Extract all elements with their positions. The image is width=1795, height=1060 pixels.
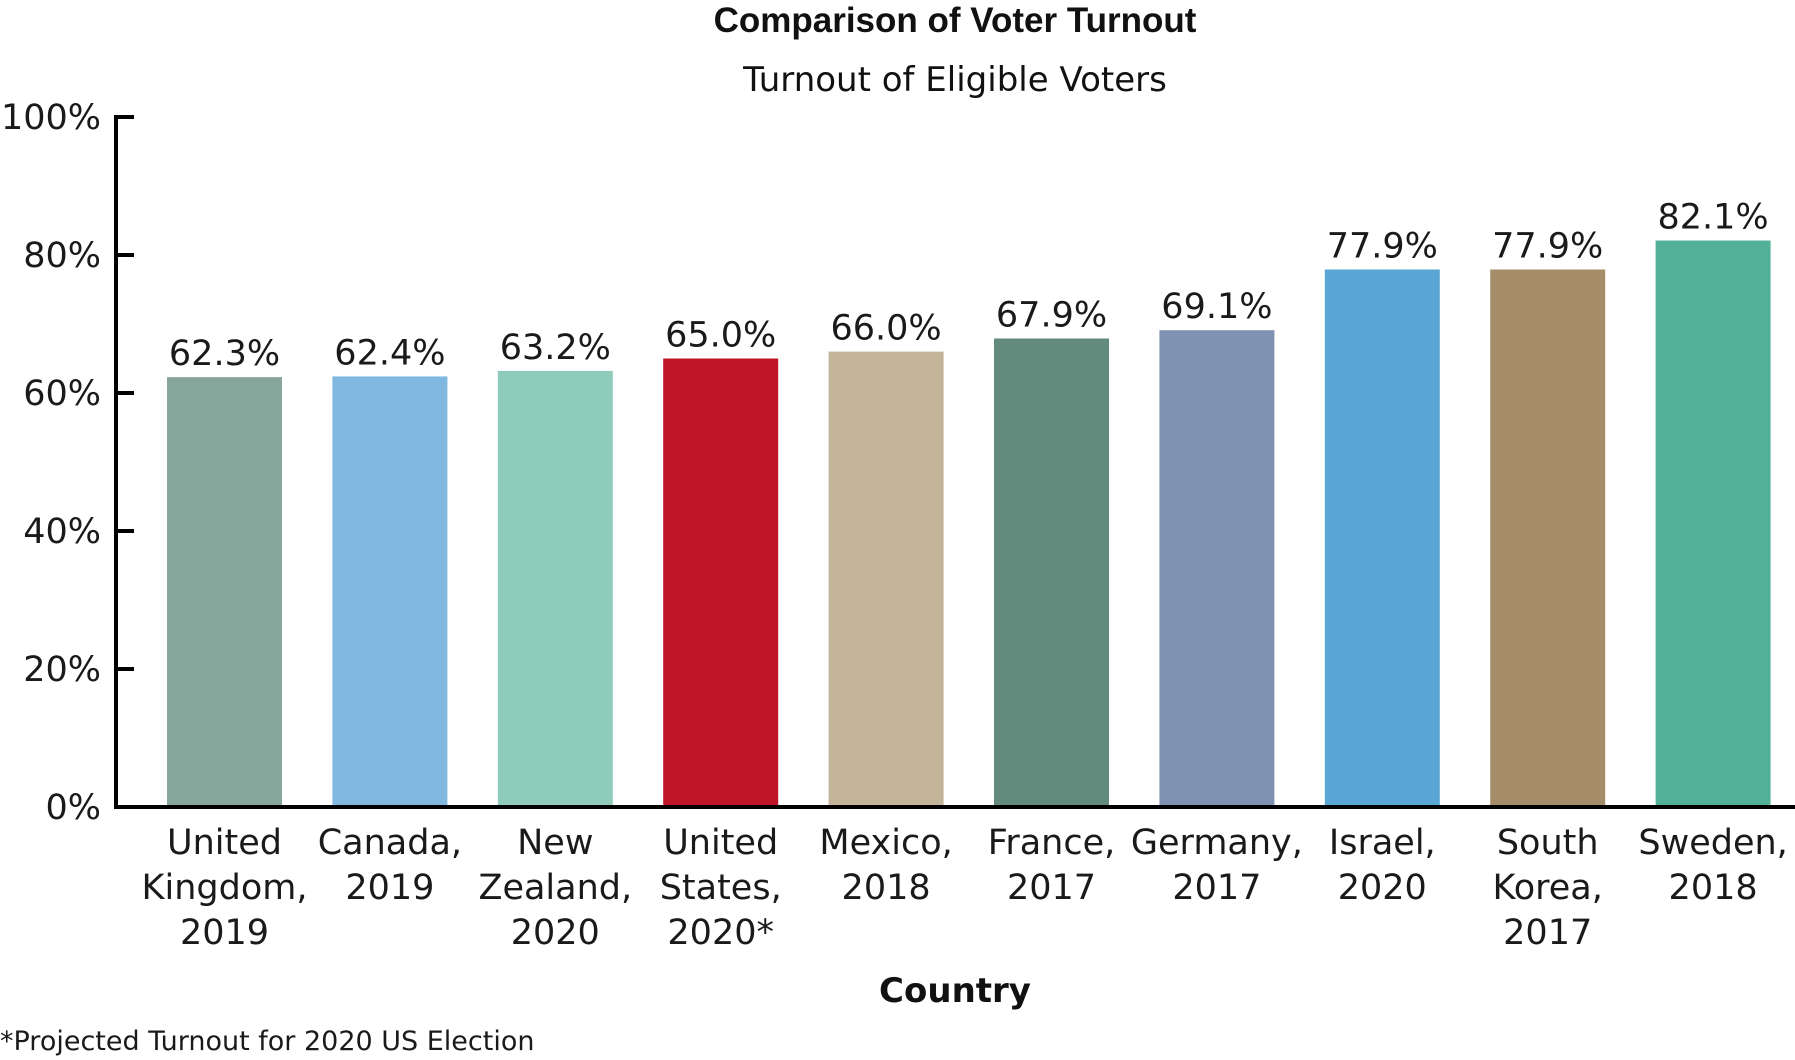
y-tick-label: 100%	[1, 98, 101, 138]
bar	[167, 377, 282, 807]
bar-value-label: 69.1%	[1161, 287, 1272, 327]
x-tick-label: New Zealand, 2020	[478, 823, 632, 953]
x-tick-label: United Kingdom, 2019	[142, 823, 308, 953]
bar-value-label: 82.1%	[1658, 198, 1769, 238]
x-tick-label: Mexico, 2018	[819, 823, 952, 908]
bar-value-label: 65.0%	[665, 316, 776, 356]
footnote: *Projected Turnout for 2020 US Election	[0, 1026, 534, 1057]
x-tick-label: France, 2017	[988, 823, 1116, 908]
x-axis-label: Country	[879, 971, 1031, 1011]
y-tick-label: 0%	[45, 788, 101, 828]
chart-subtitle: Turnout of Eligible Voters	[742, 60, 1167, 100]
y-tick-label: 40%	[23, 512, 101, 552]
x-tick-label: South Korea, 2017	[1493, 823, 1603, 953]
bar-value-label: 62.4%	[334, 333, 445, 373]
bar	[1490, 269, 1606, 807]
bars	[167, 240, 1771, 807]
value-labels: 62.3% 62.4% 63.2% 65.0% 66.0% 67.9% 69.1% 77.9%…	[169, 198, 1769, 375]
y-tick-label: 20%	[23, 650, 101, 690]
bar	[828, 351, 944, 807]
bar	[332, 376, 448, 807]
bar-value-label: 77.9%	[1492, 226, 1603, 266]
x-tick-label: Canada, 2019	[318, 823, 462, 908]
chart-title: Comparison of Voter Turnout	[714, 1, 1197, 40]
bar	[663, 358, 779, 807]
bar	[497, 370, 613, 807]
bar-value-label: 62.3%	[169, 334, 280, 374]
bar	[1324, 269, 1440, 807]
bar-value-label: 67.9%	[996, 295, 1107, 335]
bar	[1655, 240, 1771, 807]
y-tick-label: 80%	[23, 236, 101, 276]
bar	[1159, 330, 1275, 807]
x-tick-label: Sweden, 2018	[1638, 823, 1787, 908]
x-tick-label: Israel, 2020	[1329, 823, 1436, 908]
y-tick-label: 60%	[23, 374, 101, 414]
bar-value-label: 77.9%	[1327, 226, 1438, 266]
x-tick-label: United States, 2020*	[660, 823, 782, 953]
x-tick-label: Germany, 2017	[1131, 823, 1303, 908]
bar	[994, 338, 1109, 807]
bar-value-label: 63.2%	[500, 328, 611, 368]
y-axis-ticks: 0% 20% 40% 60% 80% 100%	[1, 98, 134, 828]
bar-value-label: 66.0%	[831, 309, 942, 349]
